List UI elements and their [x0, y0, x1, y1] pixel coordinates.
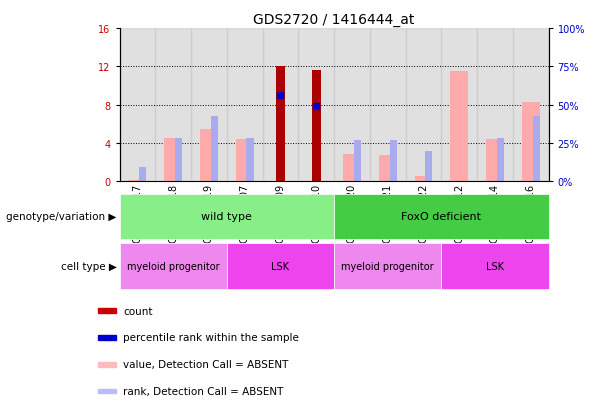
Bar: [236, 140, 254, 182]
Bar: [129, 180, 147, 182]
Bar: [389, 141, 397, 182]
Text: cell type ▶: cell type ▶: [61, 261, 116, 271]
Bar: [120, 29, 155, 182]
Text: FoxO deficient: FoxO deficient: [402, 212, 481, 222]
Bar: [139, 167, 147, 182]
Bar: [98, 335, 116, 340]
Bar: [334, 194, 549, 240]
Bar: [246, 139, 254, 182]
Bar: [406, 29, 441, 182]
Bar: [522, 102, 539, 182]
Bar: [354, 141, 361, 182]
Bar: [343, 155, 361, 182]
Bar: [98, 389, 116, 394]
Bar: [211, 117, 218, 182]
Bar: [299, 29, 334, 182]
Bar: [191, 29, 227, 182]
Bar: [98, 362, 116, 367]
Bar: [120, 244, 227, 289]
Bar: [414, 177, 432, 182]
Bar: [120, 194, 334, 240]
Text: myeloid progenitor: myeloid progenitor: [127, 261, 219, 271]
Bar: [451, 72, 468, 182]
Bar: [477, 29, 513, 182]
Bar: [276, 67, 285, 182]
Bar: [334, 29, 370, 182]
Bar: [513, 29, 549, 182]
Text: LSK: LSK: [486, 261, 504, 271]
Bar: [227, 29, 262, 182]
Text: wild type: wild type: [202, 212, 252, 222]
Text: value, Detection Call = ABSENT: value, Detection Call = ABSENT: [123, 359, 289, 370]
Bar: [379, 156, 397, 182]
Bar: [497, 139, 504, 182]
Bar: [312, 71, 321, 182]
Bar: [334, 244, 441, 289]
Text: myeloid progenitor: myeloid progenitor: [341, 261, 434, 271]
Text: genotype/variation ▶: genotype/variation ▶: [6, 212, 116, 222]
Title: GDS2720 / 1416444_at: GDS2720 / 1416444_at: [253, 12, 415, 26]
Text: count: count: [123, 306, 153, 316]
Bar: [425, 151, 432, 182]
Text: rank, Detection Call = ABSENT: rank, Detection Call = ABSENT: [123, 386, 284, 396]
Bar: [533, 117, 539, 182]
Bar: [227, 244, 334, 289]
Bar: [441, 29, 477, 182]
Bar: [486, 140, 504, 182]
Bar: [200, 129, 218, 182]
Bar: [262, 29, 299, 182]
Text: LSK: LSK: [272, 261, 289, 271]
Text: percentile rank within the sample: percentile rank within the sample: [123, 332, 299, 343]
Bar: [370, 29, 406, 182]
Bar: [155, 29, 191, 182]
Bar: [164, 139, 182, 182]
Bar: [175, 139, 182, 182]
Bar: [441, 244, 549, 289]
Bar: [98, 309, 116, 313]
